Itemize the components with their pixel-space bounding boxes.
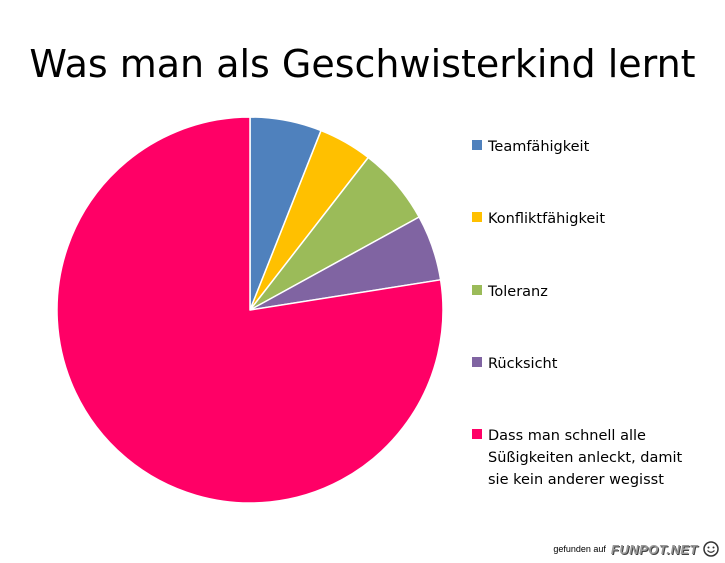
watermark: gefunden auf FUNPOT.NET [553,541,719,557]
legend: Teamfähigkeit Konfliktfähigkeit Toleranz Rü… [472,0,722,563]
legend-label-line: Toleranz [488,284,548,300]
legend-label-line: Süßigkeiten anleckt, damit [488,450,683,466]
legend-label-line: sie kein anderer wegisst [488,472,664,488]
legend-label: Toleranz [488,281,718,303]
legend-swatch [472,429,482,439]
legend-swatch [472,212,482,222]
watermark-prefix: gefunden auf [553,544,606,554]
legend-label: Konfliktfähigkeit [488,208,718,230]
legend-label-line: Konfliktfähigkeit [488,211,606,227]
chart-title: Was man als Geschwisterkind lernt [29,42,696,86]
legend-swatch [472,357,482,367]
funpot-face-icon [703,541,719,557]
legend-swatch [472,285,482,295]
legend-label: Dass man schnell alle Süßigkeiten anleckt… [488,425,718,491]
legend-label-line: Rücksicht [488,356,558,372]
legend-label: Rücksicht [488,353,718,375]
watermark-brand: FUNPOT.NET [610,541,698,557]
legend-label-line: Teamfähigkeit [488,139,590,155]
legend-label: Teamfähigkeit [488,136,718,158]
legend-swatch [472,140,482,150]
legend-label-line: Dass man schnell alle [488,428,646,444]
pie-slice-5 [56,116,444,504]
